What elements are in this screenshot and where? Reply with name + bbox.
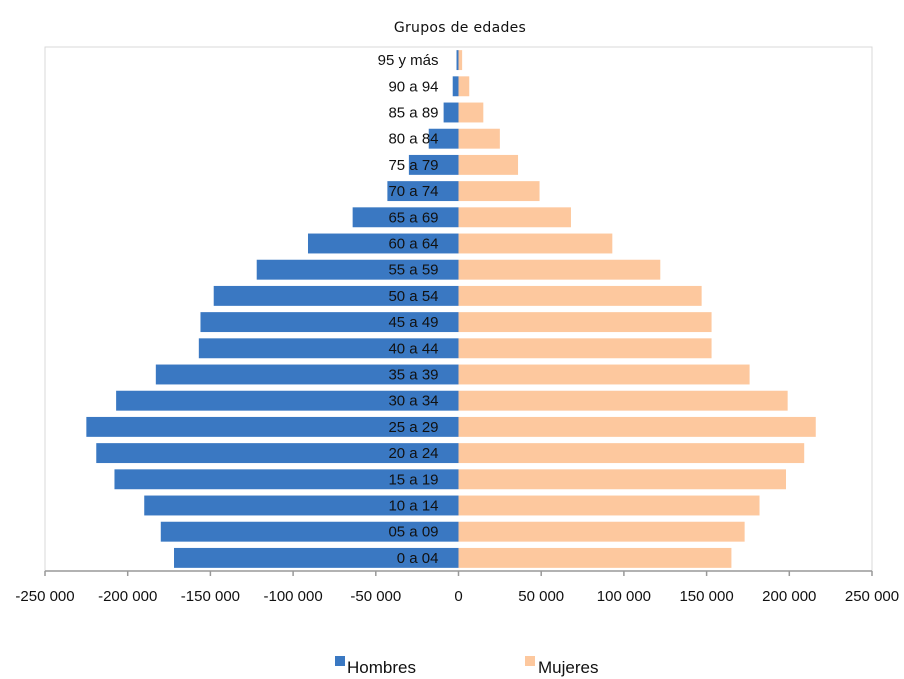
x-tick-label: -250 000: [15, 588, 74, 605]
category-labels-group: 0 a 04 05 a 09 10 a 14 15 a 19 20 a 24 25 a 2…: [378, 52, 439, 567]
bar-hombres-19: [456, 50, 459, 71]
bar-mujeres-15: [458, 154, 519, 175]
bars-group: [86, 50, 816, 568]
x-tick-label: -50 000: [350, 588, 401, 605]
x-tick-label: -150 000: [181, 588, 240, 605]
legend-swatch-mujeres: [525, 656, 535, 666]
category-label: 20 a 24: [388, 445, 438, 462]
category-label: 25 a 29: [388, 419, 438, 436]
category-label: 40 a 44: [388, 340, 438, 357]
x-tick-label: 0: [454, 588, 462, 605]
bar-mujeres-4: [458, 443, 805, 464]
bar-mujeres-11: [458, 259, 661, 280]
bar-mujeres-10: [458, 285, 702, 306]
x-tick-label: -100 000: [263, 588, 322, 605]
x-tick-label: 150 000: [679, 588, 733, 605]
bar-hombres-8: [198, 338, 459, 359]
category-label: 70 a 74: [388, 183, 438, 200]
bar-mujeres-3: [458, 469, 786, 490]
category-label: 30 a 34: [388, 393, 438, 410]
bar-hombres-7: [155, 364, 459, 385]
category-label: 90 a 94: [388, 78, 438, 95]
x-tick-label: 200 000: [762, 588, 816, 605]
bar-hombres-1: [160, 521, 459, 542]
legend-swatch-hombres: [335, 656, 345, 666]
bar-hombres-12: [307, 233, 459, 254]
bar-mujeres-0: [458, 547, 732, 568]
category-label: 85 a 89: [388, 105, 438, 122]
x-tick-label: 250 000: [845, 588, 899, 605]
category-label: 65 a 69: [388, 209, 438, 226]
bar-mujeres-5: [458, 416, 816, 437]
bar-hombres-9: [200, 312, 459, 333]
category-label: 15 a 19: [388, 471, 438, 488]
bar-hombres-2: [144, 495, 459, 516]
bar-mujeres-16: [458, 128, 500, 149]
bar-hombres-15: [408, 154, 459, 175]
category-label: 45 a 49: [388, 314, 438, 331]
category-label: 35 a 39: [388, 367, 438, 384]
bar-mujeres-14: [458, 181, 540, 202]
category-label: 10 a 14: [388, 498, 438, 515]
bar-mujeres-9: [458, 312, 712, 333]
chart-title: Grupos de edades: [394, 20, 526, 36]
bar-hombres-0: [174, 547, 459, 568]
bar-mujeres-1: [458, 521, 745, 542]
bar-mujeres-17: [458, 102, 484, 123]
bar-mujeres-6: [458, 390, 788, 411]
bar-mujeres-19: [458, 50, 463, 71]
bar-hombres-10: [213, 285, 459, 306]
category-label: 0 a 04: [397, 550, 439, 567]
x-tick-label: 100 000: [597, 588, 651, 605]
bar-hombres-13: [352, 207, 459, 228]
bar-mujeres-2: [458, 495, 760, 516]
bar-hombres-14: [387, 181, 459, 202]
category-label: 75 a 79: [388, 157, 438, 174]
bar-hombres-18: [452, 76, 459, 97]
category-label: 60 a 64: [388, 236, 438, 253]
category-label: 80 a 84: [388, 131, 438, 148]
category-label: 55 a 59: [388, 262, 438, 279]
x-ticks-group: -250 000 -200 000 -150 000 -100 000 -50 000 0…: [15, 571, 899, 605]
bar-hombres-3: [114, 469, 459, 490]
bar-mujeres-13: [458, 207, 571, 228]
x-tick-label: 50 000: [518, 588, 564, 605]
category-label: 95 y más: [378, 52, 439, 69]
bar-hombres-17: [443, 102, 459, 123]
bar-hombres-11: [256, 259, 459, 280]
legend: Hombres Mujeres: [335, 656, 598, 677]
bar-hombres-16: [428, 128, 459, 149]
legend-label-hombres: Hombres: [347, 658, 416, 677]
bar-mujeres-18: [458, 76, 470, 97]
bar-mujeres-8: [458, 338, 712, 359]
bar-mujeres-7: [458, 364, 750, 385]
bar-mujeres-12: [458, 233, 613, 254]
x-tick-label: -200 000: [98, 588, 157, 605]
legend-label-mujeres: Mujeres: [538, 658, 598, 677]
bar-hombres-5: [86, 416, 459, 437]
bar-hombres-6: [116, 390, 459, 411]
bar-hombres-4: [96, 443, 459, 464]
category-label: 05 a 09: [388, 524, 438, 541]
category-label: 50 a 54: [388, 288, 438, 305]
